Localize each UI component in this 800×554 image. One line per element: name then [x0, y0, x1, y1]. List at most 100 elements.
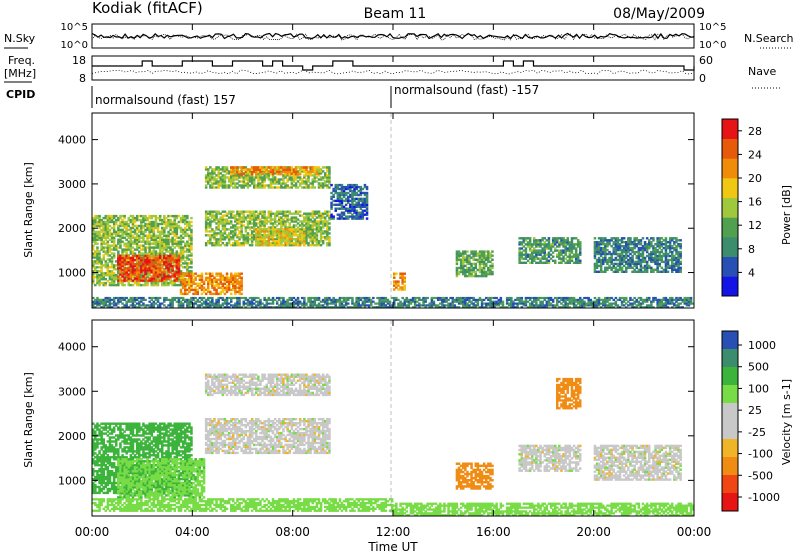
- heatmap-cell-0: [135, 228, 139, 232]
- heatmap-cell-8: [338, 203, 342, 206]
- heatmap-cell-4: [209, 178, 212, 181]
- heatmap-cell-7: [292, 238, 296, 241]
- heatmap-cell-3: [119, 298, 122, 301]
- heatmap-cell-10: [466, 268, 469, 272]
- heatmap-cell-10: [462, 270, 465, 274]
- heatmap-cell-3: [211, 300, 214, 303]
- heatmap-cell-1: [173, 265, 176, 268]
- heatmap-cell-3: [244, 298, 248, 301]
- heatmap-cell-1: [144, 273, 147, 276]
- heatmap-cell-3: [133, 300, 137, 303]
- heatmap-cell-6: [284, 226, 287, 229]
- heatmap-cell-8: [338, 215, 342, 218]
- heatmap-cell-0: [177, 236, 181, 239]
- heatmap-cell-0: [92, 230, 95, 234]
- heatmap-cell-9: [395, 282, 398, 285]
- heatmap-cell-6: [211, 244, 214, 247]
- heatmap-cell-1: [169, 275, 172, 278]
- heatmap-cell-3: [495, 304, 498, 307]
- heatmap-cell-10: [474, 272, 477, 276]
- heatmap-cell-0: [186, 216, 189, 220]
- heatmap-cell-0: [181, 220, 185, 224]
- heatmap-cell-3: [656, 306, 659, 309]
- heatmap-cell-3: [355, 298, 358, 301]
- heatmap-cell-4: [238, 180, 241, 183]
- heatmap-cell-1: [158, 267, 162, 270]
- heatmap-cell-0: [100, 266, 103, 269]
- heatmap-cell-3: [365, 296, 369, 300]
- heatmap-cell-3: [267, 306, 271, 309]
- heatmap-cell-0: [150, 224, 153, 228]
- heatmap-cell-5: [292, 172, 296, 176]
- heatmap-cell-3: [558, 306, 561, 309]
- heatmap-cell-3: [633, 306, 636, 309]
- heatmap-cell-2: [181, 280, 185, 283]
- heatmap-cell-6: [225, 214, 229, 217]
- heatmap-cell-3: [528, 296, 532, 300]
- heatmap-cell-0: [171, 226, 174, 230]
- heatmap-cell-3: [357, 304, 360, 307]
- heatmap-cell-1: [150, 279, 153, 282]
- heatmap-cell-0: [102, 283, 105, 287]
- heatmap-cell-2: [221, 290, 225, 294]
- heatmap-cell-10: [478, 266, 482, 270]
- heatmap-cell-6: [255, 222, 258, 225]
- heatmap-cell-6: [307, 242, 310, 245]
- heatmap-cell-6: [215, 226, 218, 229]
- heatmap-cell-6: [215, 242, 218, 245]
- heatmap-cell-4: [207, 170, 210, 173]
- heatmap-cell-3: [597, 298, 601, 301]
- heatmap-cell-4: [328, 180, 331, 183]
- heatmap-cell-1: [156, 269, 160, 272]
- heatmap-cell-3: [531, 302, 534, 305]
- heatmap-cell-4: [263, 184, 266, 187]
- heatmap-cell-4: [280, 182, 283, 185]
- heatmap-cell-6: [273, 238, 277, 241]
- heatmap-cell-0: [106, 234, 110, 237]
- heatmap-cell-0: [96, 281, 99, 285]
- heatmap-cell-3: [236, 302, 239, 305]
- heatmap-cell-0: [121, 220, 124, 224]
- heatmap-cell-8: [355, 205, 358, 208]
- heatmap-cell-3: [292, 300, 296, 303]
- heatmap-cell-6: [236, 228, 239, 231]
- heatmap-cell-3: [332, 300, 335, 303]
- heatmap-cell-0: [150, 234, 153, 237]
- heatmap-cell-3: [478, 298, 482, 301]
- heatmap-cell-0: [167, 236, 170, 239]
- heatmap-cell-3: [399, 304, 402, 307]
- heatmap-cell-0: [125, 234, 128, 237]
- heatmap-cell-3: [641, 302, 645, 305]
- heatmap-cell-3: [347, 296, 350, 300]
- heatmap-cell-10: [476, 254, 480, 257]
- heatmap-cell-3: [554, 306, 557, 309]
- heatmap-cell-3: [317, 298, 321, 301]
- heatmap-cell-4: [230, 182, 233, 185]
- heatmap-cell-3: [629, 296, 632, 300]
- heatmap-cell-3: [551, 300, 555, 303]
- heatmap-cell-8: [359, 199, 363, 203]
- heatmap-cell-3: [342, 298, 346, 301]
- heatmap-cell-8: [357, 189, 360, 193]
- heatmap-cell-0: [165, 281, 168, 285]
- heatmap-cell-3: [142, 302, 145, 305]
- heatmap-cell-3: [411, 300, 415, 303]
- heatmap-cell-6: [236, 218, 239, 221]
- heatmap-cell-3: [200, 296, 204, 300]
- heatmap-cell-4: [282, 176, 285, 179]
- heatmap-cell-2: [188, 276, 191, 279]
- heatmap-cell-0: [102, 228, 105, 232]
- heatmap-cell-3: [432, 302, 436, 305]
- heatmap-cell-6: [296, 222, 300, 225]
- heatmap-cell-1: [152, 265, 156, 268]
- heatmap-cell-0: [154, 283, 158, 287]
- heatmap-cell-6: [317, 214, 321, 217]
- heatmap-cell-7: [303, 232, 306, 235]
- heatmap-cell-3: [127, 306, 130, 309]
- heatmap-cell-3: [102, 302, 105, 305]
- heatmap-cell-0: [96, 242, 99, 245]
- heatmap-cell-0: [186, 222, 189, 226]
- heatmap-cell-3: [579, 300, 582, 303]
- heatmap-cell-10: [466, 274, 469, 278]
- heatmap-cell-2: [184, 286, 187, 289]
